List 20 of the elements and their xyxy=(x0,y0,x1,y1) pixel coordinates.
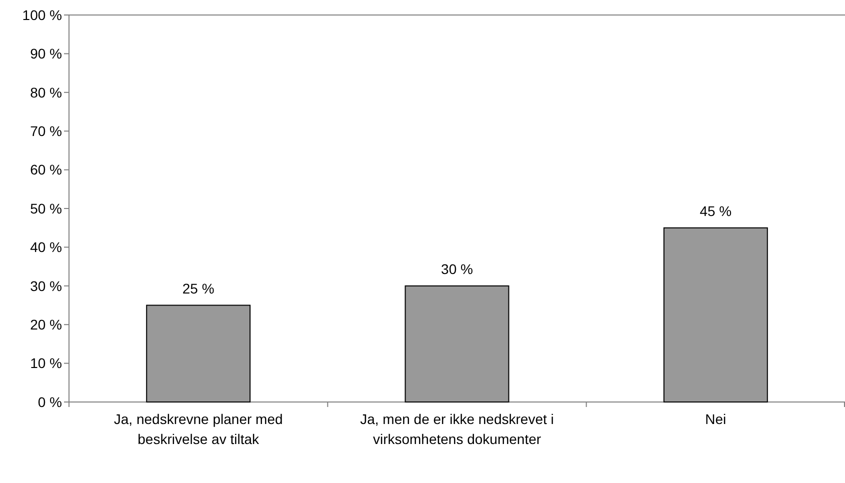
y-tick-label: 60 % xyxy=(30,162,62,178)
bar xyxy=(404,285,510,402)
y-tick-label: 0 % xyxy=(38,394,62,410)
y-tick-label: 70 % xyxy=(30,123,62,139)
data-label: 30 % xyxy=(441,260,473,277)
y-tick-label: 40 % xyxy=(30,239,62,256)
y-tick-label: 50 % xyxy=(30,200,62,216)
y-tick-label: 90 % xyxy=(30,46,62,62)
x-tick-label: Ja, men de er ikke nedskrevet i virksomhetens dokumenter xyxy=(360,411,554,447)
x-tick-label: Ja, nedskrevne planer med beskrivelse av tiltak xyxy=(114,411,283,447)
x-tick-label: Nei xyxy=(705,411,726,427)
y-tick-label: 80 % xyxy=(30,84,62,100)
y-tick-label: 10 % xyxy=(30,355,62,372)
bar xyxy=(146,304,251,402)
y-tick-label: 100 % xyxy=(22,6,62,23)
y-tick-label: 30 % xyxy=(30,278,62,294)
bar xyxy=(663,227,768,402)
data-label: 25 % xyxy=(182,280,214,296)
y-tick-label: 20 % xyxy=(30,316,62,332)
data-label: 45 % xyxy=(700,202,732,219)
